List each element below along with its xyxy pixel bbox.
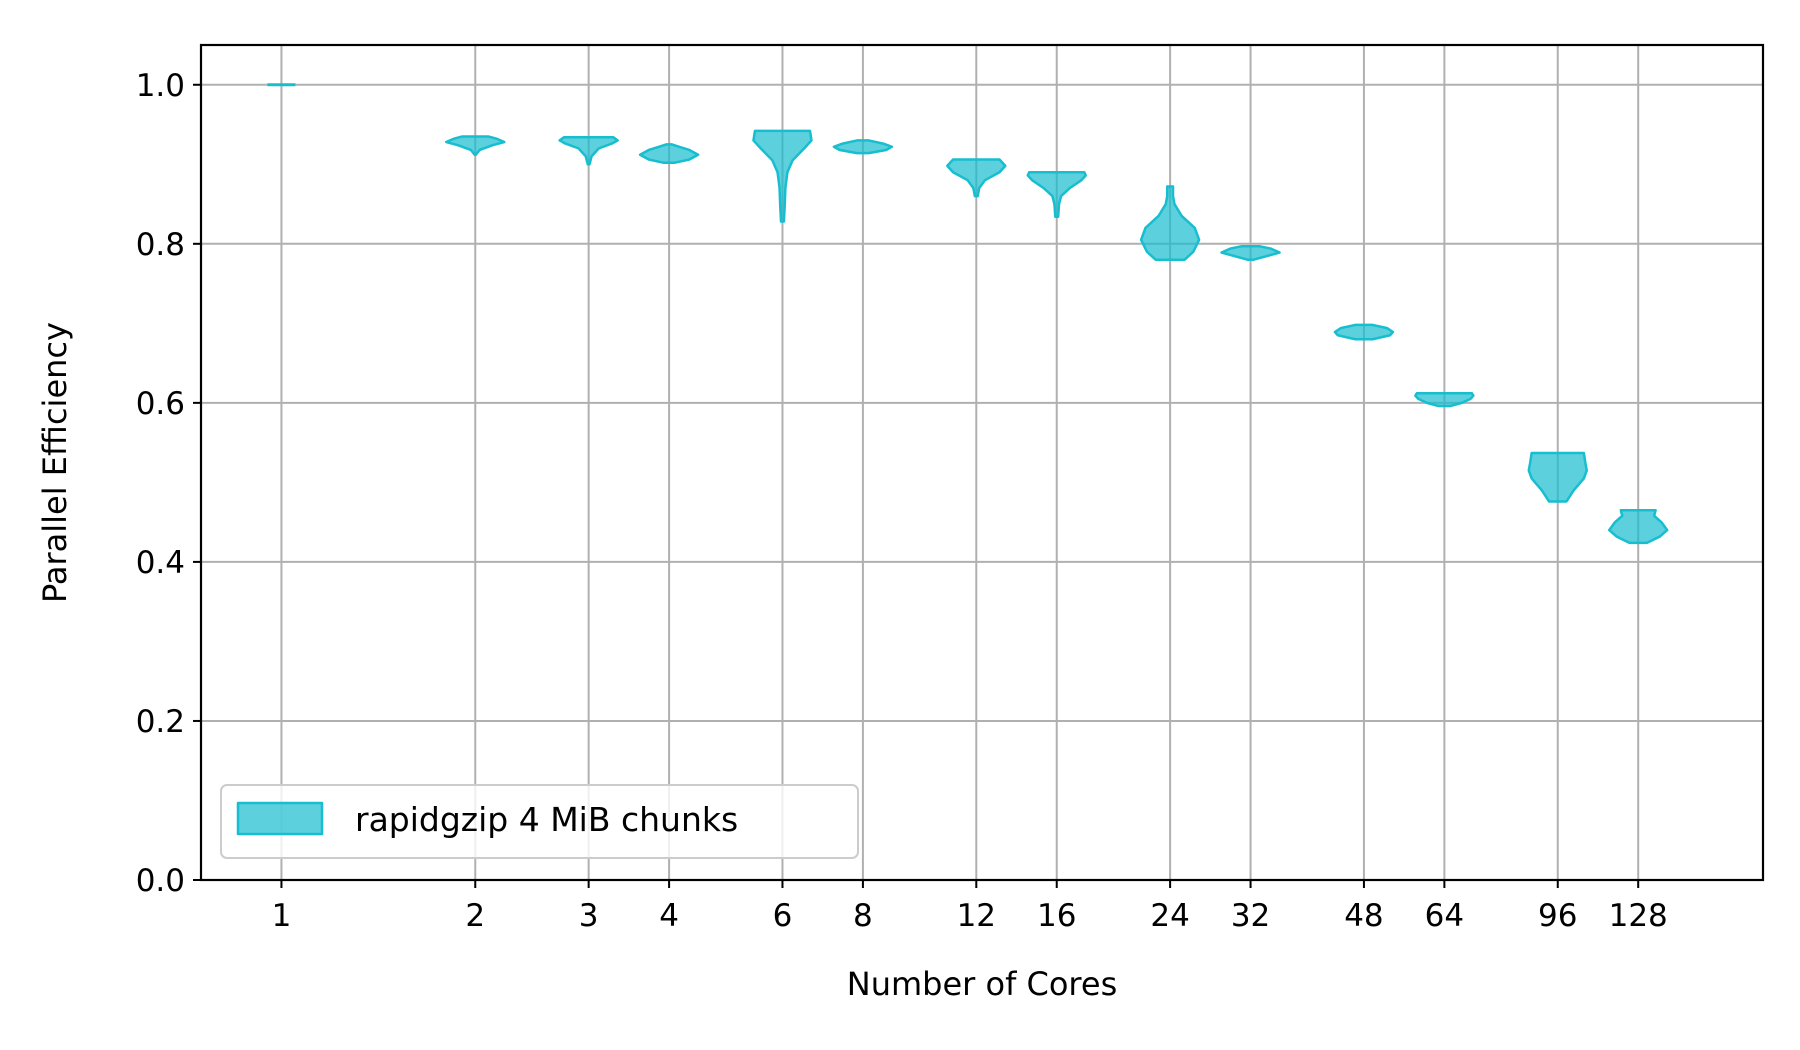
y-tick-label: 0.0: [136, 863, 185, 899]
x-tick-label: 1: [272, 898, 292, 934]
violin-cores-3: [558, 136, 619, 166]
y-tick-label: 1.0: [136, 68, 185, 104]
legend-box: [220, 784, 859, 859]
violin-cores-128: [1607, 508, 1669, 545]
x-tick-label: 64: [1425, 898, 1464, 934]
legend: rapidgzip 4 MiB chunks: [220, 784, 859, 859]
x-tick-label: 96: [1538, 898, 1577, 934]
y-axis-label: Parallel Efficiency: [36, 322, 74, 603]
x-axis-ticks: 1 2 3 4 6 8 12 16 24 32 48 64 96 128: [272, 880, 1668, 934]
x-tick-label: 4: [659, 898, 679, 934]
y-tick-label: 0.6: [136, 386, 185, 422]
y-axis-ticks: 0.0 0.2 0.4 0.6 0.8 1.0: [136, 68, 201, 899]
violin-cores-6: [752, 129, 813, 223]
legend-label: rapidgzip 4 MiB chunks: [355, 800, 738, 839]
x-tick-label: 2: [465, 898, 485, 934]
x-tick-label: 24: [1150, 898, 1189, 934]
violin-cores-96: [1527, 451, 1589, 503]
plot-frame: [199, 43, 1765, 882]
x-tick-label: 32: [1231, 898, 1270, 934]
x-tick-label: 48: [1344, 898, 1383, 934]
violin-cores-12: [946, 158, 1007, 198]
y-tick-label: 0.8: [136, 227, 185, 263]
x-tick-label: 3: [579, 898, 599, 934]
x-tick-label: 12: [957, 898, 996, 934]
violin-cores-2: [445, 135, 506, 156]
y-tick-label: 0.4: [136, 545, 185, 581]
violins: [267, 83, 1669, 545]
y-tick-label: 0.2: [136, 704, 185, 740]
x-tick-label: 16: [1037, 898, 1076, 934]
violin-cores-8: [832, 139, 894, 155]
x-tick-label: 128: [1609, 898, 1668, 934]
x-axis-label: Number of Cores: [847, 965, 1117, 1003]
x-tick-label: 6: [773, 898, 793, 934]
violin-cores-48: [1333, 323, 1395, 341]
violin-cores-32: [1220, 244, 1281, 261]
violin-cores-4: [638, 143, 700, 164]
violin-cores-16: [1026, 170, 1087, 219]
violin-cores-24: [1139, 185, 1201, 261]
x-tick-label: 8: [853, 898, 873, 934]
violin-cores-64: [1414, 392, 1475, 408]
legend-swatch: [236, 801, 324, 836]
